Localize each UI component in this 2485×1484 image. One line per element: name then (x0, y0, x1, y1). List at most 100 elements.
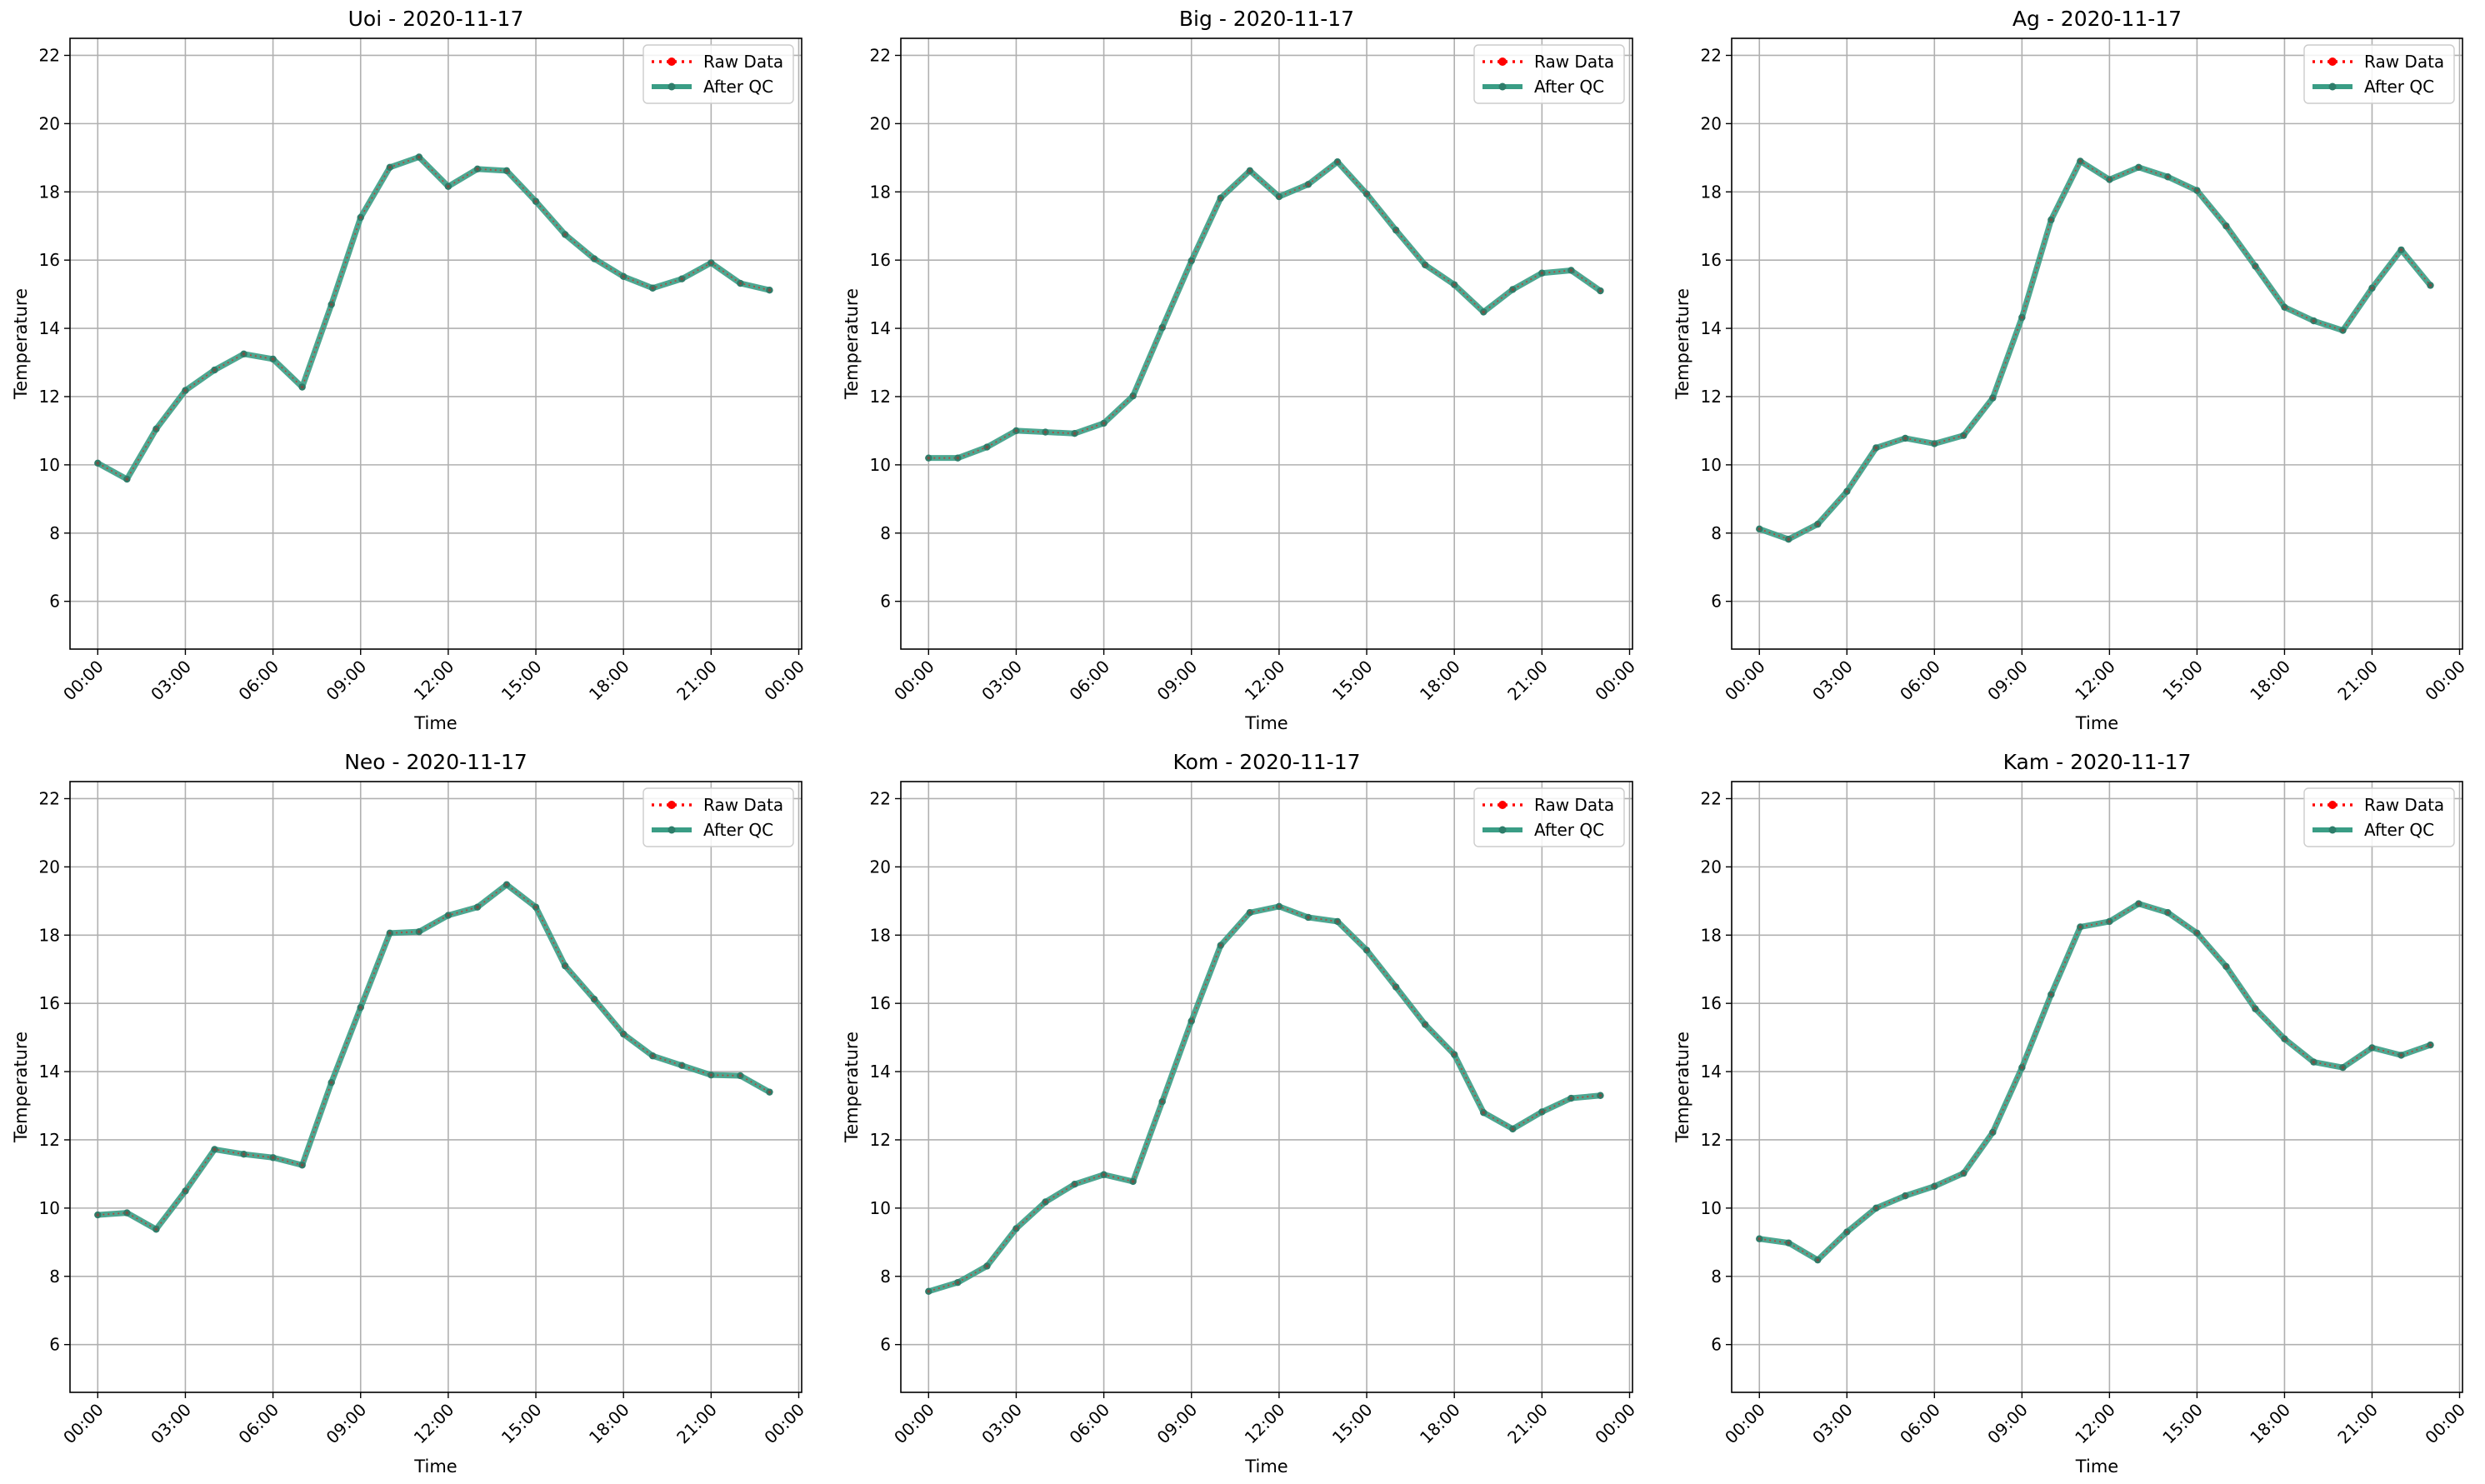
axes-frame (69, 37, 802, 650)
data-point-raw-data (592, 257, 596, 261)
data-point-raw-data (447, 913, 450, 917)
x-tick-label: 15:00 (1328, 657, 1377, 705)
data-point-after-qc (1158, 324, 1166, 332)
data-point-after-qc (649, 1052, 657, 1060)
x-tick-label: 00:00 (1721, 1400, 1769, 1448)
data-point-after-qc (1421, 261, 1429, 269)
data-point-raw-data (1845, 1230, 1849, 1234)
data-point-raw-data (927, 1289, 931, 1293)
data-point-raw-data (927, 456, 931, 460)
legend-label-raw-data: Raw Data (703, 795, 783, 815)
x-tick-label: 00:00 (760, 1400, 808, 1448)
x-tick-label: 00:00 (760, 657, 808, 705)
data-point-raw-data (476, 905, 479, 909)
data-point-raw-data (1336, 160, 1339, 164)
data-point-raw-data (2399, 1053, 2403, 1057)
y-axis-label: Temperature (11, 1032, 31, 1143)
data-point-after-qc (1538, 1108, 1546, 1116)
data-point-after-qc (1843, 487, 1851, 496)
data-point-after-qc (2135, 163, 2142, 171)
y-tick-label: 20 (39, 113, 60, 133)
y-axis-label: Temperature (1672, 288, 1692, 400)
data-point-after-qc (473, 165, 482, 173)
data-point-after-qc (1129, 392, 1137, 400)
data-point-raw-data (388, 932, 392, 935)
y-tick-label: 6 (1711, 592, 1722, 612)
data-point-after-qc (532, 197, 540, 205)
data-point-raw-data (1307, 182, 1310, 187)
data-point-raw-data (418, 155, 421, 159)
legend-label-after-qc: After QC (703, 820, 773, 840)
data-point-after-qc (1785, 535, 1792, 543)
data-point-raw-data (1874, 1207, 1878, 1210)
data-point-after-qc (1568, 1094, 1575, 1102)
x-tick-label: 21:00 (1503, 1400, 1552, 1448)
data-point-after-qc (561, 962, 569, 970)
data-point-raw-data (271, 357, 275, 361)
data-point-raw-data (1903, 437, 1908, 440)
data-point-after-qc (1814, 520, 1822, 528)
x-axis-label: Time (1244, 713, 1288, 733)
data-point-raw-data (2341, 328, 2345, 332)
data-point-after-qc (708, 259, 715, 267)
data-point-after-qc (1188, 257, 1195, 265)
data-point-raw-data (622, 275, 625, 278)
x-tick-label: 15:00 (2158, 657, 2207, 705)
data-point-raw-data (1248, 911, 1252, 915)
data-point-after-qc (1843, 1228, 1851, 1236)
data-point-after-qc (1568, 267, 1575, 274)
y-tick-label: 22 (39, 45, 60, 65)
data-point-raw-data (2428, 1043, 2432, 1047)
y-tick-label: 14 (870, 318, 891, 338)
data-point-raw-data (2195, 188, 2199, 192)
data-point-raw-data (2166, 911, 2170, 915)
data-point-raw-data (1598, 1093, 1602, 1097)
data-point-after-qc (1538, 269, 1546, 277)
data-point-after-qc (182, 387, 189, 394)
data-point-after-qc (2339, 1063, 2347, 1072)
data-point-after-qc (1246, 909, 1254, 917)
data-point-raw-data (242, 1152, 246, 1156)
data-point-raw-data (2370, 286, 2374, 290)
y-tick-label: 12 (39, 387, 60, 407)
data-point-after-qc (1042, 1198, 1049, 1206)
data-point-raw-data (592, 997, 596, 1002)
data-point-raw-data (1131, 394, 1135, 397)
data-point-after-qc (1129, 1177, 1137, 1186)
data-point-raw-data (2224, 965, 2228, 968)
data-point-after-qc (1450, 281, 1458, 288)
legend-label-raw-data: Raw Data (1534, 795, 1614, 815)
data-point-raw-data (2166, 175, 2170, 179)
chart-panel: Ag - 2020-11-17 6 8 10 12 14 16 18 20 22 00:00 03:0… (1672, 7, 2469, 733)
data-point-after-qc (444, 912, 452, 919)
x-tick-label: 00:00 (59, 1400, 108, 1448)
legend-marker-raw-data (668, 57, 676, 66)
data-point-raw-data (680, 1063, 684, 1067)
y-tick-label: 12 (1701, 1130, 1722, 1150)
y-tick-label: 8 (880, 523, 891, 543)
data-point-after-qc (737, 279, 744, 287)
data-point-after-qc (678, 275, 686, 282)
x-tick-label: 15:00 (498, 1400, 546, 1448)
legend-marker-raw-data (2328, 801, 2337, 809)
data-point-raw-data (2108, 177, 2112, 182)
chart-title: Uoi - 2020-11-17 (348, 7, 524, 31)
legend-marker-after-qc (1498, 82, 1507, 91)
data-point-raw-data (709, 261, 713, 265)
data-point-raw-data (2341, 1066, 2345, 1069)
x-tick-label: 18:00 (2246, 1400, 2294, 1448)
data-point-raw-data (212, 1147, 217, 1152)
data-point-raw-data (300, 385, 304, 389)
data-point-raw-data (388, 165, 392, 169)
data-point-after-qc (1333, 917, 1342, 926)
legend-marker-raw-data (1498, 57, 1507, 66)
data-point-raw-data (2370, 1046, 2374, 1050)
data-point-after-qc (1509, 286, 1517, 293)
data-point-raw-data (651, 286, 655, 290)
data-point-raw-data (1218, 943, 1222, 947)
data-point-after-qc (2368, 284, 2376, 292)
data-point-raw-data (1423, 1022, 1427, 1027)
x-tick-label: 12:00 (1241, 1400, 1289, 1448)
x-axis-label: Time (2075, 713, 2118, 733)
data-point-after-qc (925, 454, 932, 462)
